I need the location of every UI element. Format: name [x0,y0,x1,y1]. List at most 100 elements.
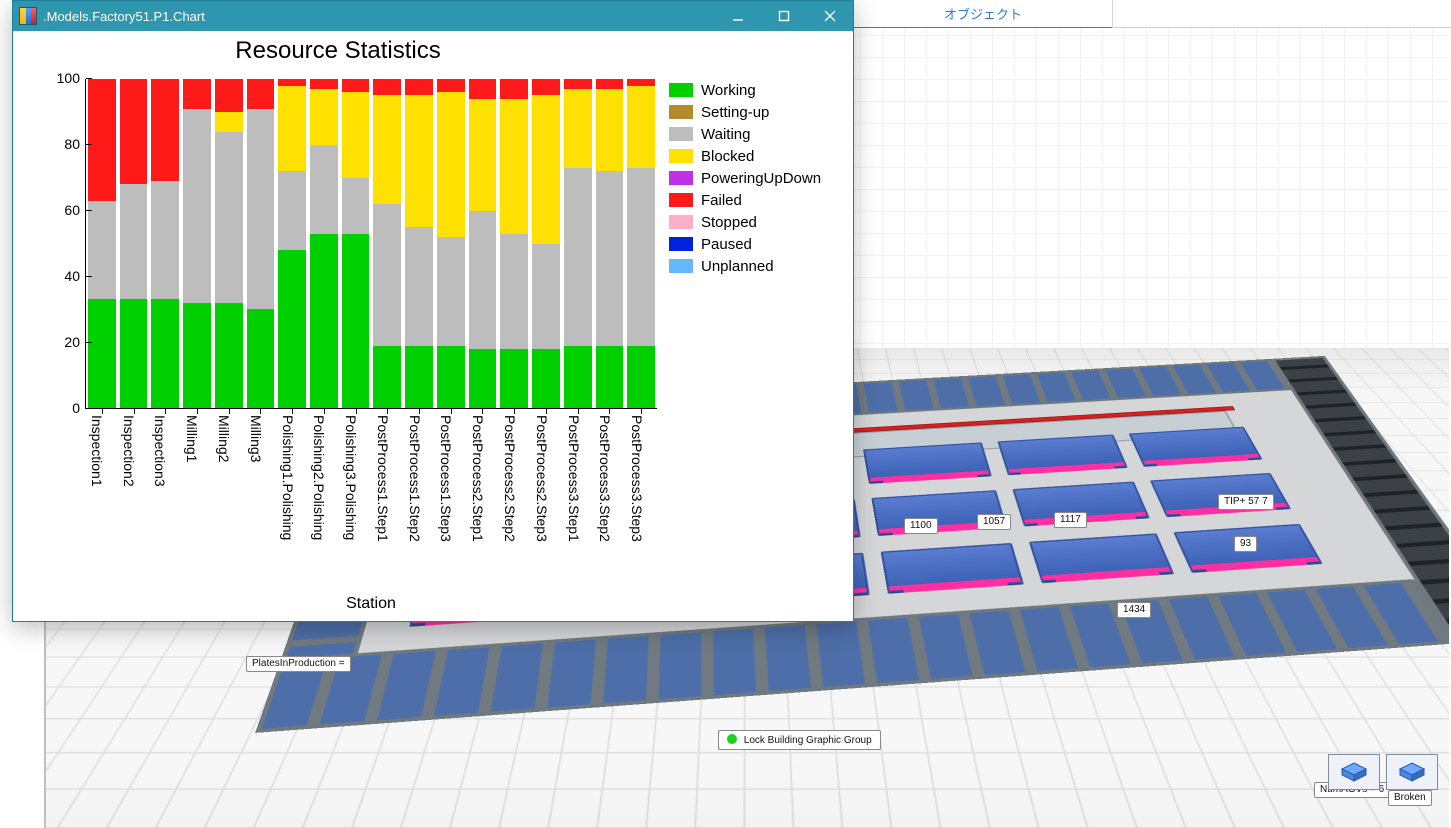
chart-bar-segment [627,86,655,168]
chart-bar-segment [88,299,116,408]
chart-bar-segment [405,95,433,227]
chart-bar-segment [627,79,655,86]
maximize-button[interactable] [761,1,807,31]
chart-bar-segment [120,184,148,299]
chart-x-label: PostProcess3.Step2 [597,415,613,542]
chart-y-tick: 20 [46,334,86,350]
chart-x-tick [419,408,420,414]
viewport-value-tag: 1057 [977,514,1011,530]
chart-bar [308,79,340,408]
chart-bar [118,79,150,408]
chart-bar-stack [596,79,624,408]
minimize-button[interactable] [715,1,761,31]
chart-bar [213,79,245,408]
chart-bar-segment [310,145,338,234]
machine-cell [997,434,1128,474]
chart-bar-stack [627,79,655,408]
chart-x-tick [482,408,483,414]
close-button[interactable] [807,1,853,31]
chart-legend-label: Paused [701,236,752,253]
chart-x-label: Polishing3.Polishing [343,415,359,540]
machine-cell [863,442,991,482]
panel-tabbar: オブジェクト [854,0,1451,28]
chart-legend-swatch [669,149,693,163]
chart-bar-segment [183,79,211,109]
chart-x-tick [356,408,357,414]
chart-x-label-cell: PostProcess1.Step1 [371,415,403,597]
chart-x-label-cell: PostProcess1.Step3 [435,415,467,597]
chart-bar-segment [596,346,624,409]
chart-bar-segment [532,244,560,349]
chart-legend-label: Working [701,82,756,99]
chart-bar-segment [437,79,465,92]
chart-bar [467,79,499,408]
chart-bar-segment [278,171,306,250]
chart-legend-label: Unplanned [701,258,774,275]
tab-objects[interactable]: オブジェクト [854,0,1113,28]
chart-bar-segment [532,95,560,243]
tab-next-placeholder[interactable] [1113,0,1451,28]
chart-window-titlebar[interactable]: .Models.Factory51.P1.Chart [13,1,853,31]
chart-window: .Models.Factory51.P1.Chart Resource Stat… [12,0,854,622]
chart-x-label: Milling2 [216,415,232,462]
chart-x-label: Polishing2.Polishing [311,415,327,540]
chart-x-tick [292,408,293,414]
chart-x-label-cell: PostProcess3.Step1 [562,415,594,597]
chart-bar-stack [215,79,243,408]
chart-bar-stack [564,79,592,408]
chart-legend: WorkingSetting-upWaitingBlockedPoweringU… [669,79,821,277]
chart-bar-segment [151,181,179,299]
chart-x-tick [451,408,452,414]
chart-bar-stack [247,79,275,408]
chart-legend-label: Stopped [701,214,757,231]
chart-x-label: Inspection3 [152,415,168,487]
chart-legend-swatch [669,127,693,141]
chart-bar [530,79,562,408]
chart-bar-segment [405,79,433,95]
chart-bar-segment [373,95,401,204]
chart-bar-segment [373,79,401,95]
chart-bar-segment [437,346,465,409]
chart-x-label: PostProcess3.Step3 [629,415,645,542]
machine-cell [1028,533,1173,581]
close-icon [824,10,836,22]
chart-legend-swatch [669,105,693,119]
chart-legend-item: Waiting [669,123,821,145]
chart-legend-item: Unplanned [669,255,821,277]
chart-x-label: PostProcess1.Step2 [407,415,423,542]
axes-icon[interactable] [1386,754,1438,790]
chart-legend-label: Setting-up [701,104,769,121]
chart-bar-segment [215,79,243,112]
chart-x-label: PostProcess1.Step3 [438,415,454,542]
chart-legend-label: Failed [701,192,742,209]
chart-x-label-cell: Milling2 [212,415,244,597]
chart-bar [371,79,403,408]
chart-bar-stack [373,79,401,408]
chart-legend-label: PoweringUpDown [701,170,821,187]
chart-x-tick [546,408,547,414]
chart-bar-segment [500,99,528,234]
chart-y-tick: 0 [46,400,86,416]
chart-x-label-cell: Inspection3 [149,415,181,597]
chart-legend-swatch [669,83,693,97]
chart-x-tick [387,408,388,414]
chart-x-label-cell: Polishing2.Polishing [307,415,339,597]
chart-bar-segment [596,171,624,345]
chart-legend-item: Working [669,79,821,101]
nav-cube-icon[interactable] [1328,754,1380,790]
chart-bar-segment [564,89,592,168]
chart-legend-swatch [669,193,693,207]
chart-bar-segment [120,79,148,184]
viewport-value-tag: 93 [1234,536,1257,552]
tab-objects-label: オブジェクト [944,7,1022,22]
lock-building-marker[interactable]: Lock Building Graphic Group [718,730,881,750]
lock-marker-label: Lock Building Graphic Group [744,735,872,746]
machine-cell [1129,427,1262,466]
chart-bar-segment [183,109,211,303]
chart-bar-segment [342,234,370,408]
chart-bar-stack [500,79,528,408]
chart-y-tick: 100 [46,70,86,86]
chart-body: Resource Statistics 020406080100 Inspect… [13,31,853,621]
chart-bar-segment [215,132,243,303]
chart-x-label-cell: PostProcess3.Step3 [625,415,657,597]
